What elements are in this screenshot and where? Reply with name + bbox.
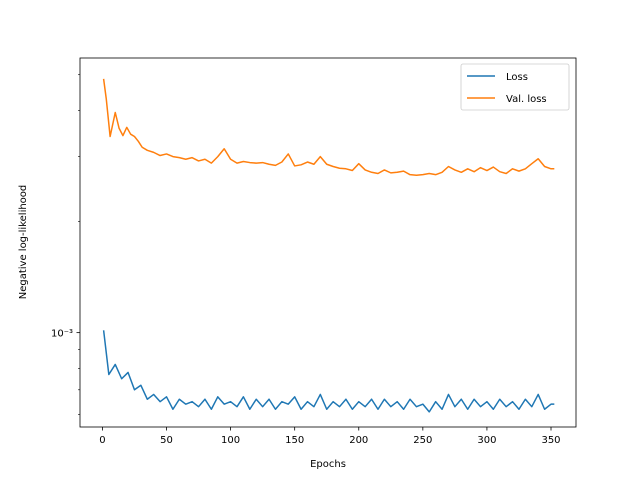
x-tick-label: 200 <box>349 435 368 446</box>
plot-area <box>79 57 577 428</box>
axes-background <box>80 58 576 427</box>
legend: Loss Val. loss <box>460 63 570 111</box>
x-tick-label: 350 <box>541 435 560 446</box>
y-tick-label: 10⁻³ <box>51 329 73 340</box>
x-tick-label: 100 <box>221 435 240 446</box>
x-tick-label: 50 <box>160 435 173 446</box>
axes-frame <box>79 57 577 428</box>
x-tick-label: 0 <box>99 435 105 446</box>
x-tick-label: 250 <box>413 435 432 446</box>
series-line-val-loss <box>102 78 555 177</box>
series-line-loss <box>102 330 555 413</box>
y-axis-ticks: 10⁻³ <box>51 74 80 415</box>
legend-label-val-loss: Val. loss <box>506 94 547 105</box>
x-tick-label: 300 <box>477 435 496 446</box>
x-tick-label: 150 <box>285 435 304 446</box>
y-axis-label: Negative log-likelihood <box>18 185 29 300</box>
legend-label-loss: Loss <box>506 72 528 83</box>
x-axis-ticks: 0 50 100 150 200 250 300 350 <box>99 427 561 446</box>
x-axis-label: Epochs <box>310 459 346 470</box>
series-layer <box>102 78 555 413</box>
